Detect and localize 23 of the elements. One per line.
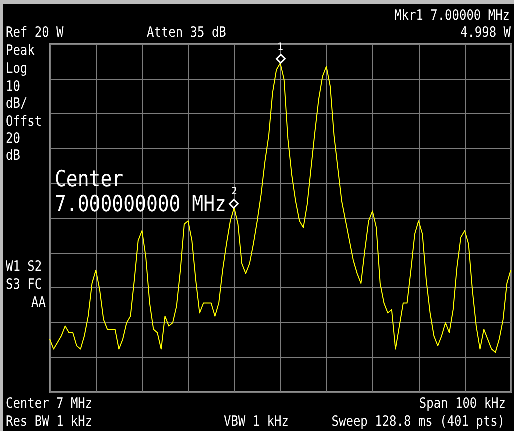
text: 20: [6, 130, 21, 148]
text: W1 S2: [6, 258, 42, 276]
text: Span 100 kHz: [419, 396, 506, 412]
text: Atten 35 dB: [147, 24, 226, 42]
text: Ref 20 W: [6, 24, 64, 42]
text: Peak: [6, 42, 35, 60]
text: Sweep 128.8 ms (401 pts): [332, 414, 505, 430]
text: Res BW 1 kHz: [6, 414, 93, 430]
text: 10: [6, 78, 21, 96]
text: dB: [6, 148, 21, 164]
text: Mkr1 7.00000 MHz: [394, 8, 510, 24]
annotation: 2: [231, 186, 238, 198]
annotation: Center: [55, 166, 124, 192]
text: dB/: [6, 96, 28, 112]
text: Offst: [6, 114, 42, 130]
text: VBW 1 kHz: [224, 414, 289, 430]
annotation: 1: [277, 42, 284, 53]
text: Center 7 MHz: [6, 396, 93, 412]
text: S3 FC: [6, 276, 42, 294]
text: 4.998 W: [460, 24, 512, 42]
annotation: 7.000000000 MHz: [55, 191, 226, 217]
text: AA: [32, 294, 46, 312]
text: Log: [6, 60, 28, 78]
